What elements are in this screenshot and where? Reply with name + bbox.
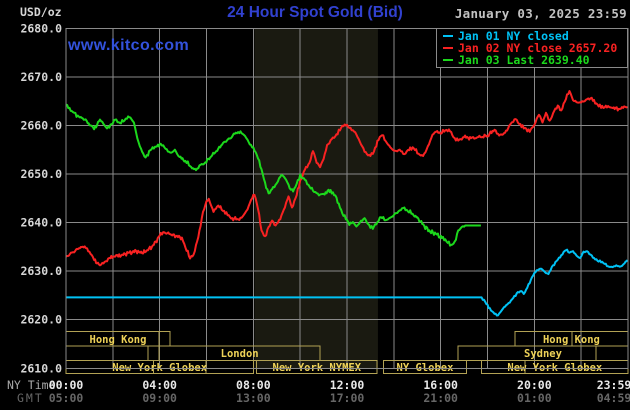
- y-axis-tick-label: 2650.0: [20, 167, 62, 181]
- session-box-new-york-nymex: [256, 359, 378, 374]
- ny-time-axis-caption: NY Time: [7, 378, 56, 392]
- chart-legend: Jan 01 NY closed Jan 02 NY close 2657.20 J…: [436, 28, 628, 68]
- session-label-sydney: Sydney: [524, 348, 563, 360]
- legend-item-label: Jan 03 Last 2639.40: [458, 53, 590, 67]
- gmt-tick-label: 05:00: [49, 391, 84, 405]
- session-box-ny-globex: [382, 359, 468, 374]
- price-line-jan-01: [66, 248, 629, 317]
- session-label-new-york-globex: New York Globex: [112, 362, 208, 374]
- price-line-jan-03: [65, 103, 481, 247]
- gmt-tick-label: 17:00: [330, 391, 365, 405]
- ny-time-tick-label: 23:59: [597, 378, 630, 392]
- legend-item-jan02: Jan 02 NY close 2657.20: [437, 42, 627, 54]
- ny-time-tick-label: 16:00: [423, 378, 458, 392]
- gmt-tick-label: 13:00: [236, 391, 271, 405]
- ny-time-tick-label: 00:00: [49, 378, 84, 392]
- y-axis-tick-label: 2630.0: [20, 264, 62, 278]
- ny-time-tick-label: 04:00: [142, 378, 177, 392]
- legend-item-label: Jan 01 NY closed: [458, 29, 569, 43]
- ny-time-tick-label: 12:00: [330, 378, 365, 392]
- plot-border: [65, 27, 629, 369]
- legend-item-label: Jan 02 NY close 2657.20: [458, 41, 618, 55]
- session-label-hong-kong: Hong Kong: [90, 334, 147, 346]
- ny-time-tick-label: 20:00: [517, 378, 552, 392]
- y-axis-tick-label: 2640.0: [20, 216, 62, 230]
- y-axis-unit-label: USD/oz: [20, 5, 62, 19]
- session-label-ny-globex: NY Globex: [397, 362, 455, 374]
- gmt-tick-label: 21:00: [423, 391, 458, 405]
- gmt-tick-label: 01:00: [517, 391, 552, 405]
- y-axis-tick-label: 2610.0: [20, 361, 62, 375]
- legend-dash-icon: [443, 47, 453, 49]
- y-axis-tick-label: 2670.0: [20, 70, 62, 84]
- y-axis-tick-label: 2620.0: [20, 313, 62, 327]
- gmt-axis-caption: GMT: [17, 391, 44, 405]
- y-axis-tick-label: 2660.0: [20, 118, 62, 132]
- nymex-session-band: [254, 28, 378, 369]
- session-label-new-york-globex: New York Globex: [507, 362, 603, 374]
- gmt-tick-label: 04:59: [597, 391, 630, 405]
- legend-item-jan03: Jan 03 Last 2639.40: [437, 54, 627, 66]
- legend-dash-icon: [443, 35, 453, 37]
- session-box-empty: [65, 345, 149, 361]
- session-label-new-york-nymex: New York NYMEX: [273, 362, 362, 374]
- legend-item-jan01: Jan 01 NY closed: [437, 30, 627, 42]
- session-label-hong-kong: Hong Kong: [543, 334, 600, 346]
- page-title: 24 Hour Spot Gold (Bid): [227, 4, 403, 21]
- gmt-tick-label: 09:00: [142, 391, 177, 405]
- chart-datetime: January 03, 2025 23:59: [454, 6, 627, 21]
- session-label-london: London: [221, 348, 259, 360]
- price-line-jan-02: [65, 90, 628, 267]
- ny-time-tick-label: 08:00: [236, 378, 271, 392]
- y-axis-tick-label: 2680.0: [20, 21, 62, 35]
- kitco-watermark-link[interactable]: www.kitco.com: [68, 37, 190, 54]
- legend-dash-icon: [443, 59, 453, 61]
